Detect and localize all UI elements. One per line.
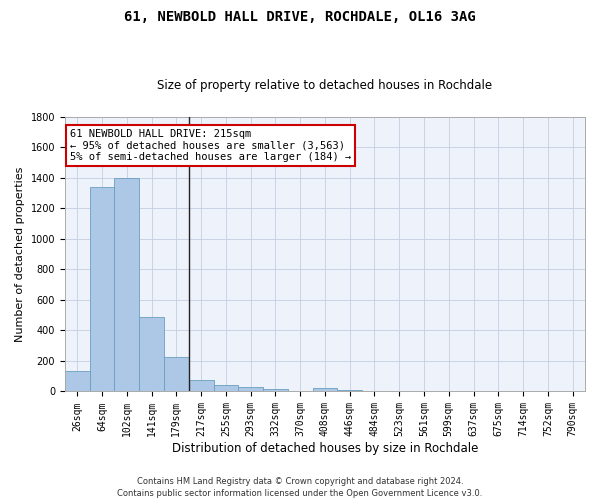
Bar xyxy=(313,388,337,392)
Bar xyxy=(214,384,238,392)
Y-axis label: Number of detached properties: Number of detached properties xyxy=(15,166,25,342)
Title: Size of property relative to detached houses in Rochdale: Size of property relative to detached ho… xyxy=(157,79,493,92)
Text: 61, NEWBOLD HALL DRIVE, ROCHDALE, OL16 3AG: 61, NEWBOLD HALL DRIVE, ROCHDALE, OL16 3… xyxy=(124,10,476,24)
Bar xyxy=(189,380,214,392)
Text: Contains HM Land Registry data © Crown copyright and database right 2024.
Contai: Contains HM Land Registry data © Crown c… xyxy=(118,476,482,498)
Bar xyxy=(337,390,362,392)
Bar xyxy=(89,187,115,392)
X-axis label: Distribution of detached houses by size in Rochdale: Distribution of detached houses by size … xyxy=(172,442,478,455)
Bar xyxy=(238,387,263,392)
Bar xyxy=(65,371,89,392)
Bar xyxy=(139,316,164,392)
Text: 61 NEWBOLD HALL DRIVE: 215sqm
← 95% of detached houses are smaller (3,563)
5% of: 61 NEWBOLD HALL DRIVE: 215sqm ← 95% of d… xyxy=(70,129,352,162)
Bar xyxy=(115,178,139,392)
Bar xyxy=(164,357,189,392)
Bar xyxy=(263,389,288,392)
